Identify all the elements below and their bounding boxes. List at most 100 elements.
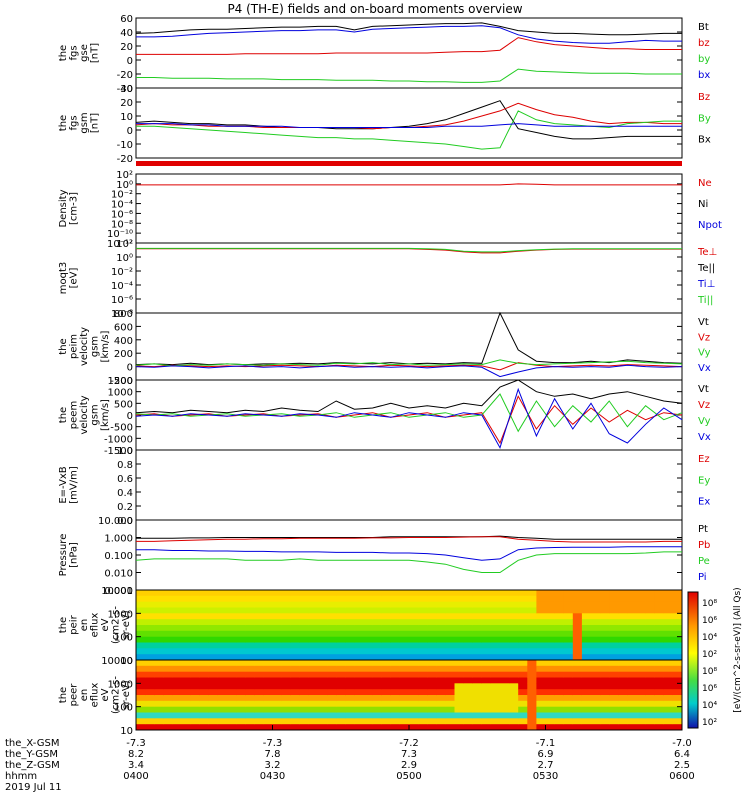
spectrogram-cell [172, 724, 182, 731]
spectrogram-cell [172, 648, 182, 655]
spectrogram-cell [663, 648, 674, 655]
spectrogram-cell [427, 595, 437, 603]
series-line-Vt [135, 379, 683, 414]
spectrogram-cell [336, 648, 346, 655]
spectrogram-cell [527, 706, 537, 713]
spectrogram-cell [181, 712, 192, 719]
spectrogram-cell [327, 654, 337, 661]
spectrogram-cell [490, 660, 501, 667]
spectrogram-cell [381, 665, 392, 673]
spectrogram-cell [263, 712, 273, 719]
spectrogram-cell [481, 642, 492, 649]
spectrogram-cell [145, 706, 155, 713]
spectrogram-cell [618, 689, 628, 696]
spectrogram-cell [281, 625, 292, 632]
spectrogram-cell [463, 630, 474, 638]
spectrogram-cell [554, 590, 565, 597]
spectrogram-cell [527, 625, 537, 632]
spectrogram-cell [427, 642, 437, 649]
spectrogram-cell [500, 677, 510, 684]
spectrogram-cell [327, 613, 337, 620]
spectrogram-cell [427, 706, 437, 713]
spectrogram-cell [436, 625, 446, 632]
series-line-Pb [136, 536, 682, 543]
spectrogram-cell [263, 590, 273, 597]
spectrogram-cell [418, 671, 428, 678]
spectrogram-cell [627, 601, 637, 608]
spectrogram-cell [336, 642, 346, 649]
spectrogram-cell [563, 642, 574, 649]
spectrogram-cell [318, 724, 328, 731]
spectrogram-cell [645, 718, 656, 725]
spectrogram-cell [409, 595, 419, 603]
spectrogram-cell [154, 700, 164, 708]
spectrogram-cell [336, 619, 346, 626]
spectrogram-cell [354, 677, 364, 684]
spectrogram-cell [445, 607, 455, 614]
spectrogram-cell [254, 695, 264, 702]
spectrogram-cell [363, 607, 374, 614]
y-tick-label: 20 [120, 98, 133, 109]
spectrogram-cell [399, 660, 410, 667]
spectrogram-cell [536, 619, 546, 626]
spectrogram-cell [509, 695, 519, 702]
series-line-bz [135, 102, 682, 130]
spectrogram-cell [318, 619, 328, 626]
spectrogram-cell [409, 601, 419, 608]
spectrogram-cell [663, 601, 674, 608]
y-tick-label: -40 [117, 84, 133, 95]
spectrogram-cell [299, 660, 310, 667]
spectrogram-cell [263, 630, 273, 638]
y-axis-label-line: sr-eV) [121, 610, 132, 639]
y-tick-label: 10⁻⁸ [111, 219, 133, 230]
spectrogram-cell [591, 695, 601, 702]
series-line-Ne [136, 183, 682, 186]
spectrogram-cell [500, 654, 510, 661]
spectrogram-cell [227, 648, 237, 655]
spectrogram-cell [199, 665, 210, 673]
spectrogram-cell [518, 706, 528, 713]
spectrogram-cell [645, 671, 656, 678]
series-line-Bt [135, 100, 682, 140]
spectrogram-cell [463, 636, 474, 643]
spectrogram-cell [390, 683, 401, 690]
spectrogram-cell [199, 625, 210, 632]
spectrogram-cell [436, 642, 446, 649]
spectrogram-cell [545, 695, 556, 702]
spectrogram-cell [645, 642, 656, 649]
spectrogram-cell [390, 595, 401, 603]
spectrogram-cell [409, 683, 419, 690]
spectrogram-cell [381, 630, 392, 638]
spectrogram-cell [463, 613, 474, 620]
spectrogram-cell [409, 625, 419, 632]
spectrogram-cell [136, 700, 146, 708]
spectrogram-cell [490, 677, 501, 684]
spectrogram-cell [509, 683, 519, 690]
spectrogram-cell [263, 677, 273, 684]
spectrogram-cell [500, 636, 510, 643]
spectrogram-cell [618, 601, 628, 608]
spectrogram-cell [263, 695, 273, 702]
panels-group: 6040200-20-40thefgsgse[nT]Btbzbybx302010… [58, 14, 722, 737]
spectrogram-cell [399, 724, 410, 731]
spectrogram-cell [572, 695, 583, 702]
spectrogram-cell [263, 619, 273, 626]
y-tick-label: 10⁻⁴ [111, 281, 133, 292]
spectrogram-cell [227, 677, 237, 684]
spectrogram-cell [454, 619, 465, 626]
spectrogram-cell [372, 677, 383, 684]
spectrogram-cell [363, 683, 374, 690]
spectrogram-cell [572, 724, 583, 731]
spectrogram-cell [418, 724, 428, 731]
spectrogram-cell [527, 595, 537, 603]
spectrogram-cell [536, 642, 546, 649]
legend-entry-Pb: Pb [698, 540, 710, 551]
spectrogram-cell [390, 689, 401, 696]
y-tick-label: 10⁻² [111, 267, 133, 278]
spectrogram-cell [181, 671, 192, 678]
spectrogram-cell [372, 695, 383, 702]
spectrogram-cell [600, 695, 610, 702]
spectrogram-cell [536, 601, 546, 608]
